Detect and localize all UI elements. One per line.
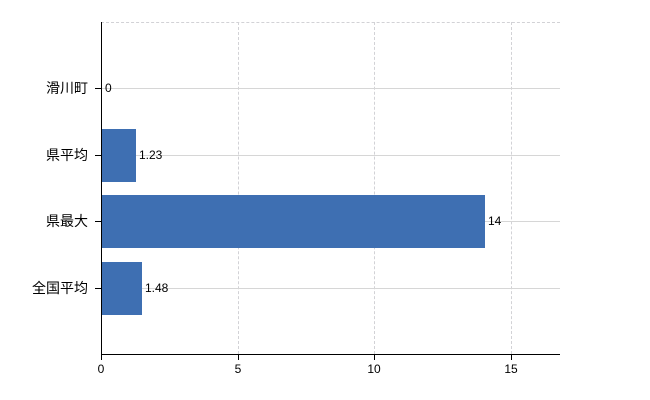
x-axis-tick-label: 10 <box>367 362 381 376</box>
y-axis-line <box>101 22 102 354</box>
gridline-horizontal <box>101 288 560 289</box>
gridline-vertical <box>238 22 239 354</box>
x-axis-line <box>101 354 560 355</box>
x-axis-tick-mark <box>511 354 512 360</box>
x-axis-tick-mark <box>101 354 102 360</box>
y-axis-tick-mark <box>95 155 101 156</box>
value-label: 0 <box>105 81 112 95</box>
gridline-vertical <box>374 22 375 354</box>
value-label: 1.23 <box>139 148 163 162</box>
plot-top-border <box>101 22 560 23</box>
y-axis-tick-mark <box>95 288 101 289</box>
bar <box>102 129 136 182</box>
y-axis-tick-mark <box>95 88 101 89</box>
x-axis-tick-mark <box>238 354 239 360</box>
bar <box>102 262 142 315</box>
gridline-horizontal <box>101 88 560 89</box>
category-label: 全国平均 <box>32 280 88 296</box>
gridline-horizontal <box>101 155 560 156</box>
bar <box>102 195 485 248</box>
y-axis-tick-mark <box>95 221 101 222</box>
x-axis-tick-label: 0 <box>97 362 105 376</box>
value-label: 1.48 <box>145 281 169 295</box>
x-axis-tick-label: 15 <box>504 362 518 376</box>
x-axis-tick-label: 5 <box>234 362 242 376</box>
category-label: 滑川町 <box>46 80 88 96</box>
value-label: 14 <box>488 214 502 228</box>
category-label: 県最大 <box>46 213 88 229</box>
category-label: 県平均 <box>46 147 88 163</box>
gridline-vertical <box>511 22 512 354</box>
x-axis-tick-mark <box>374 354 375 360</box>
